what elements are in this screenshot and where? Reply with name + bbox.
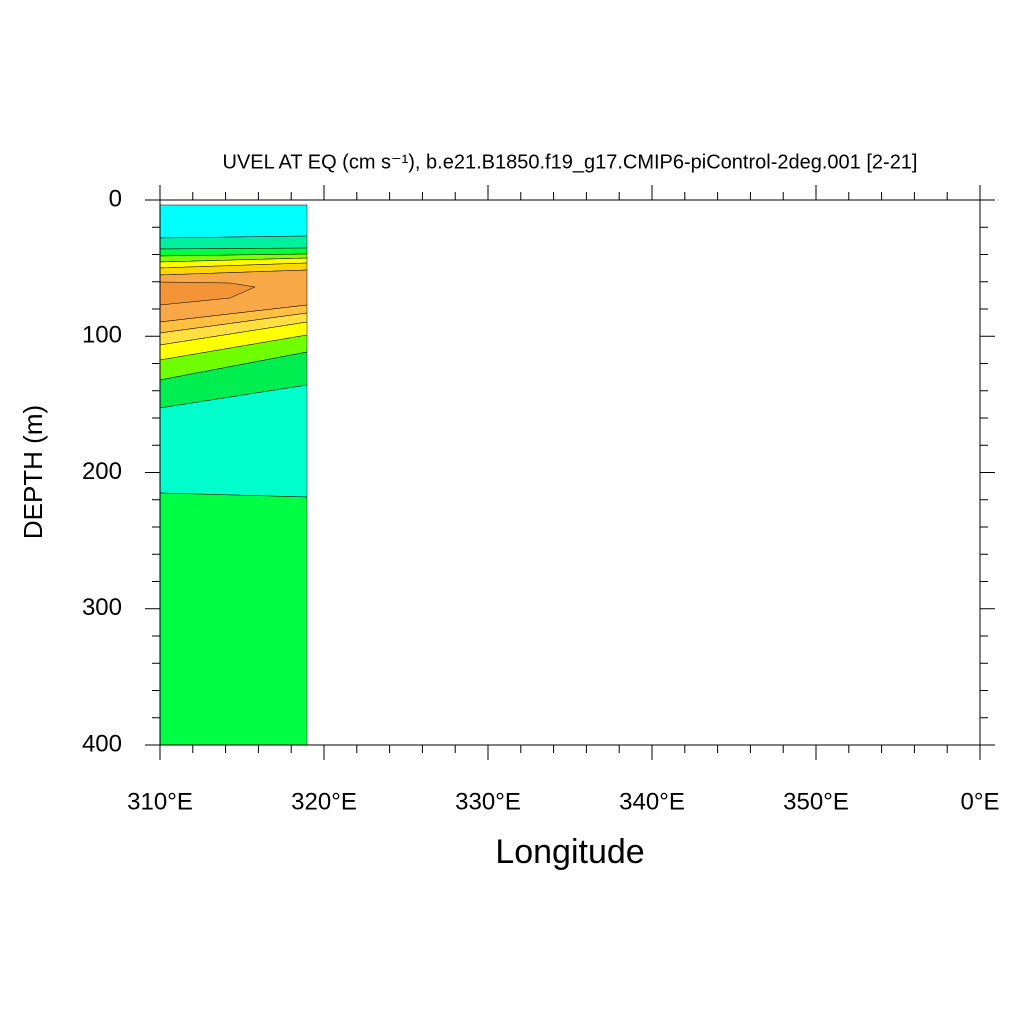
y-tick-label: 200: [82, 458, 122, 485]
x-tick-label: 350°E: [783, 788, 849, 815]
y-tick-label: 100: [82, 322, 122, 349]
x-tick-label: 0°E: [961, 788, 1000, 815]
contour-band: [159, 204, 308, 239]
y-tick-label: 300: [82, 594, 122, 621]
y-tick-label: 400: [82, 730, 122, 757]
x-tick-label: 330°E: [455, 788, 521, 815]
y-tick-label: 0: [109, 185, 122, 212]
x-tick-label: 310°E: [127, 788, 193, 815]
contour-band: [159, 492, 308, 746]
x-tick-label: 320°E: [291, 788, 357, 815]
x-tick-label: 340°E: [619, 788, 685, 815]
chart-title: UVEL AT EQ (cm s⁻¹), b.e21.B1850.f19_g17…: [223, 151, 918, 173]
y-axis-label: DEPTH (m): [18, 405, 48, 539]
contour-field: [159, 204, 308, 746]
contour-band: [159, 235, 308, 250]
x-axis-label: Longitude: [495, 833, 644, 871]
